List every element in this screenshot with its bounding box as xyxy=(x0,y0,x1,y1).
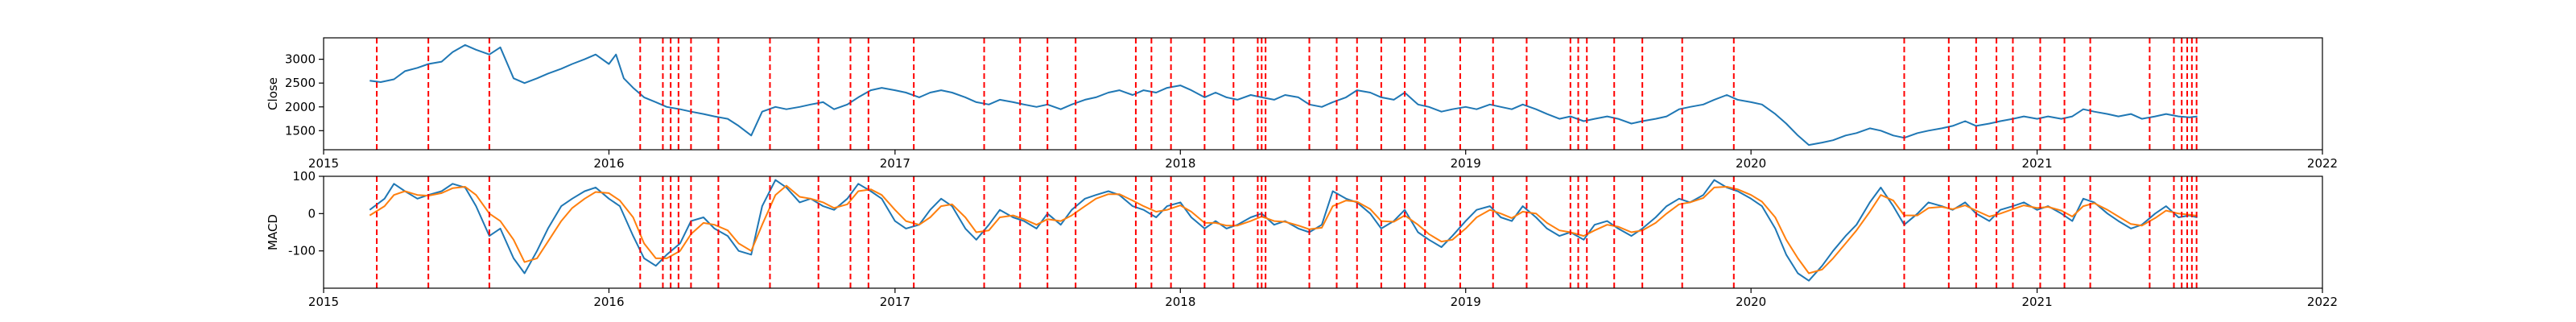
close-x-tick-label: 2017 xyxy=(880,156,910,171)
close-x-tick-label: 2016 xyxy=(593,156,624,171)
close-x-tick-label: 2015 xyxy=(308,156,339,171)
macd-panel: 2015 2016 2017 2018 2019 2020 2021 2022 -100 0 100… xyxy=(266,169,2338,309)
close-x-tick-label: 2021 xyxy=(2021,156,2052,171)
close-x-tick-label: 2022 xyxy=(2307,156,2338,171)
close-y-tick-label: 2000 xyxy=(285,100,316,114)
macd-x-tick-label: 2017 xyxy=(880,295,910,309)
close-x-tick-label: 2018 xyxy=(1165,156,1195,171)
macd-y-tick-label: 100 xyxy=(292,169,316,184)
close-x-tick-label: 2019 xyxy=(1451,156,1481,171)
macd-series-line-1 xyxy=(369,184,2198,275)
close-y-tick-label: 3000 xyxy=(285,52,316,67)
macd-y-tick-label: -100 xyxy=(288,244,316,258)
close-x-tick-label: 2020 xyxy=(1736,156,1766,171)
macd-x-tick-label: 2020 xyxy=(1736,295,1766,309)
macd-x-tick-label: 2022 xyxy=(2307,295,2338,309)
macd-x-tick-label: 2016 xyxy=(593,295,624,309)
macd-y-axis-label: MACD xyxy=(266,214,280,250)
macd-axes-frame xyxy=(323,175,2323,289)
macd-x-tick-label: 2019 xyxy=(1451,295,1481,309)
close-plot-area xyxy=(369,38,2198,150)
close-y-axis-label: Close xyxy=(266,77,280,110)
macd-x-tick-label: 2021 xyxy=(2021,295,2052,309)
macd-y-tick-label: 0 xyxy=(308,206,316,221)
macd-x-tick-label: 2018 xyxy=(1165,295,1195,309)
close-y-tick-label: 1500 xyxy=(285,123,316,138)
close-series-line-0 xyxy=(369,43,2198,147)
macd-x-tick-label: 2015 xyxy=(308,295,339,309)
close-price-panel: 2015 2016 2017 2018 2019 2020 2021 2022 1500 2000… xyxy=(266,37,2338,171)
close-y-tick-label: 2500 xyxy=(285,76,316,90)
macd-plot-area xyxy=(369,176,2198,288)
close-axes-frame xyxy=(323,37,2323,151)
